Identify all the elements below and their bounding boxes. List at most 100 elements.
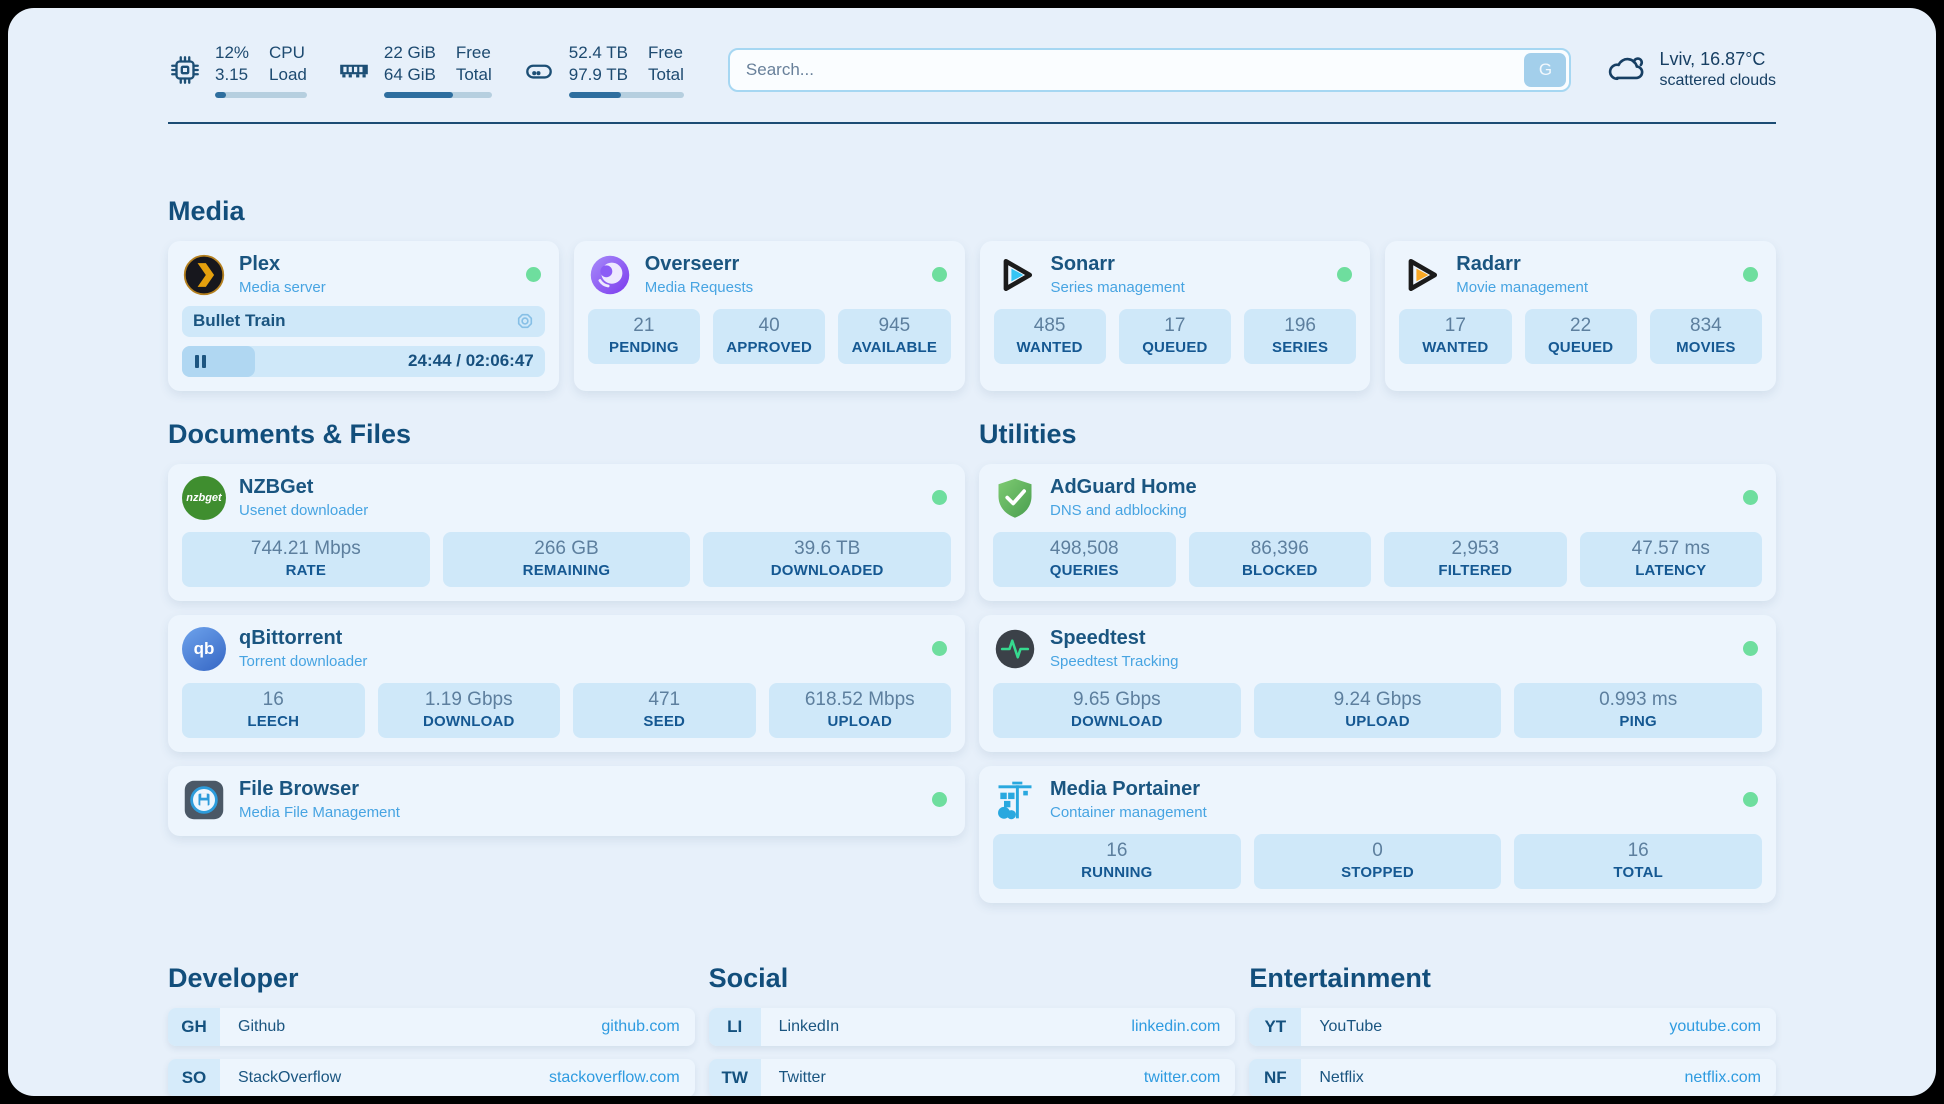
stat-box: 485 WANTED	[993, 308, 1106, 364]
section-title-developer: Developer	[168, 962, 299, 993]
stat-label: DOWNLOADED	[770, 561, 884, 579]
stat-box: 16 TOTAL	[1514, 833, 1762, 889]
stat-value: 16	[262, 688, 284, 710]
cloud-icon	[1605, 49, 1647, 91]
card-titles: NZBGet Usenet downloader	[239, 476, 919, 519]
cpu-usage-value: 12%	[215, 43, 250, 62]
app-title: Overseerr	[644, 253, 740, 275]
stat-box: 744.21 Mbps RATE	[182, 531, 430, 587]
app-card-adguard[interactable]: AdGuard Home DNS and adblocking 498,508 Q…	[979, 463, 1776, 601]
link-url: github.com	[601, 1017, 680, 1035]
link-url: stackoverflow.com	[548, 1068, 680, 1086]
github-icon: GH	[168, 1007, 220, 1046]
stat-box: 16 RUNNING	[993, 833, 1241, 889]
disk-total-label: Total	[648, 64, 684, 84]
stat-box: 266 GB REMAINING	[442, 531, 691, 587]
stat-value: 22	[1570, 314, 1592, 336]
stat-label: DOWNLOAD	[1071, 712, 1163, 730]
disk-total-value: 97.9 TB	[568, 64, 628, 84]
status-dot	[1743, 490, 1758, 505]
stat-label: SERIES	[1272, 338, 1329, 356]
app-card-nzbget[interactable]: nzbget NZBGet Usenet downloader 744.21 M…	[168, 463, 965, 601]
section-developer: Developer GH Github github.com SO StackO…	[168, 962, 695, 1096]
link-name: Netflix	[1319, 1068, 1364, 1086]
app-card-sonarr[interactable]: Sonarr Series management 485 WANTED 17 QUE…	[979, 240, 1371, 391]
app-card-overseerr[interactable]: Overseerr Media Requests 21 PENDING 40 APP…	[573, 240, 965, 391]
middle-columns: Documents & Files nzbget NZBGet Usenet d…	[168, 419, 1776, 903]
stat-value: 39.6 TB	[794, 537, 861, 559]
dashboard-page: 12% 3.15 CPU Load	[8, 8, 1936, 1096]
section-title-documents: Documents & Files	[168, 418, 412, 449]
stat-value: 498,508	[1049, 537, 1119, 559]
status-dot	[525, 267, 541, 282]
youtube-icon: YT	[1249, 1007, 1302, 1046]
link-row-netflix[interactable]: NF Netflix netflix.com	[1249, 1058, 1776, 1096]
stat-value: 16	[1106, 839, 1128, 861]
card-header: File Browser Media File Management	[182, 778, 951, 822]
cpu-widget: 12% 3.15 CPU Load	[168, 42, 307, 98]
card-header: Radarr Movie management	[1399, 253, 1762, 297]
stat-box: 9.24 Gbps UPLOAD	[1253, 682, 1502, 738]
plex-icon	[182, 253, 226, 297]
cpu-progress-bar	[215, 91, 307, 98]
stat-box: 17 WANTED	[1399, 308, 1512, 364]
stat-value: 266 GB	[534, 537, 599, 559]
app-card-plex[interactable]: Plex Media server Bullet Train	[168, 240, 559, 391]
app-title: qBittorrent	[239, 627, 343, 649]
status-dot	[1743, 267, 1758, 282]
weather-text: Lviv, 16.87°C scattered clouds	[1659, 49, 1776, 90]
link-name: YouTube	[1319, 1017, 1383, 1035]
cpu-icon	[168, 53, 202, 87]
app-card-radarr[interactable]: Radarr Movie management 17 WANTED 22 QUEUE…	[1385, 240, 1776, 391]
link-url: netflix.com	[1684, 1068, 1761, 1086]
link-url: linkedin.com	[1131, 1017, 1221, 1035]
stat-label: UPLOAD	[1345, 712, 1410, 730]
twitter-icon: TW	[708, 1058, 761, 1096]
memory-widget: 22 GiB 64 GiB Free Total	[337, 42, 492, 98]
app-subtitle: Media server	[239, 279, 326, 296]
stat-box: 834 MOVIES	[1649, 308, 1762, 364]
app-card-speedtest[interactable]: Speedtest Speedtest Tracking 9.65 Gbps DO…	[979, 614, 1776, 752]
stat-box: 0 STOPPED	[1253, 833, 1502, 889]
stat-label: APPROVED	[726, 338, 813, 356]
app-subtitle: Series management	[1050, 279, 1185, 296]
app-subtitle: Container management	[1050, 804, 1207, 821]
entertainment-links: YT YouTube youtube.com NF Netflix netfli…	[1249, 1007, 1776, 1096]
link-url: youtube.com	[1669, 1017, 1761, 1035]
qbittorrent-icon: qb	[182, 626, 226, 671]
stat-value: 17	[1444, 314, 1466, 336]
app-card-portainer[interactable]: Media Portainer Container management 16 R…	[979, 765, 1776, 903]
app-card-filebrowser[interactable]: File Browser Media File Management	[168, 765, 965, 836]
card-header: qb qBittorrent Torrent downloader	[182, 626, 951, 671]
stackoverflow-icon: SO	[168, 1058, 220, 1096]
link-row-stackoverflow[interactable]: SO StackOverflow stackoverflow.com	[168, 1058, 695, 1096]
search-input[interactable]	[727, 47, 1572, 92]
adguard-icon	[993, 476, 1037, 520]
link-row-twitter[interactable]: TW Twitter twitter.com	[708, 1058, 1236, 1096]
now-playing-row: Bullet Train	[182, 305, 545, 337]
app-subtitle: Torrent downloader	[239, 653, 368, 670]
link-row-github[interactable]: GH Github github.com	[168, 1007, 695, 1046]
stat-value: 17	[1164, 314, 1186, 336]
stat-label: PING	[1619, 712, 1657, 730]
stats-row: 485 WANTED 17 QUEUED 196 SERIES	[993, 308, 1357, 364]
link-row-linkedin[interactable]: LI LinkedIn linkedin.com	[708, 1007, 1236, 1046]
stats-row: 16 RUNNING 0 STOPPED 16 TOTAL	[993, 833, 1762, 889]
session-icon[interactable]	[516, 312, 534, 330]
card-header: Plex Media server	[182, 253, 545, 297]
section-social: Social LI LinkedIn linkedin.com TW Twitt…	[708, 963, 1236, 1096]
card-header: Sonarr Series management	[994, 253, 1357, 297]
app-title: Speedtest	[1050, 627, 1146, 649]
app-card-qbittorrent[interactable]: qb qBittorrent Torrent downloader 16 LEEC…	[168, 614, 965, 752]
topbar-divider	[168, 121, 1776, 124]
stat-box: 2,953 FILTERED	[1384, 531, 1567, 587]
search-engine-button[interactable]: G	[1524, 52, 1567, 87]
app-subtitle: DNS and adblocking	[1050, 502, 1187, 519]
stat-box: 22 QUEUED	[1524, 308, 1637, 364]
stat-value: 2,953	[1451, 537, 1500, 559]
status-dot	[931, 267, 947, 282]
card-titles: Sonarr Series management	[1051, 253, 1325, 296]
stat-value: 9.24 Gbps	[1333, 688, 1422, 710]
link-row-youtube[interactable]: YT YouTube youtube.com	[1249, 1007, 1776, 1046]
disk-free-value: 52.4 TB	[568, 43, 628, 62]
